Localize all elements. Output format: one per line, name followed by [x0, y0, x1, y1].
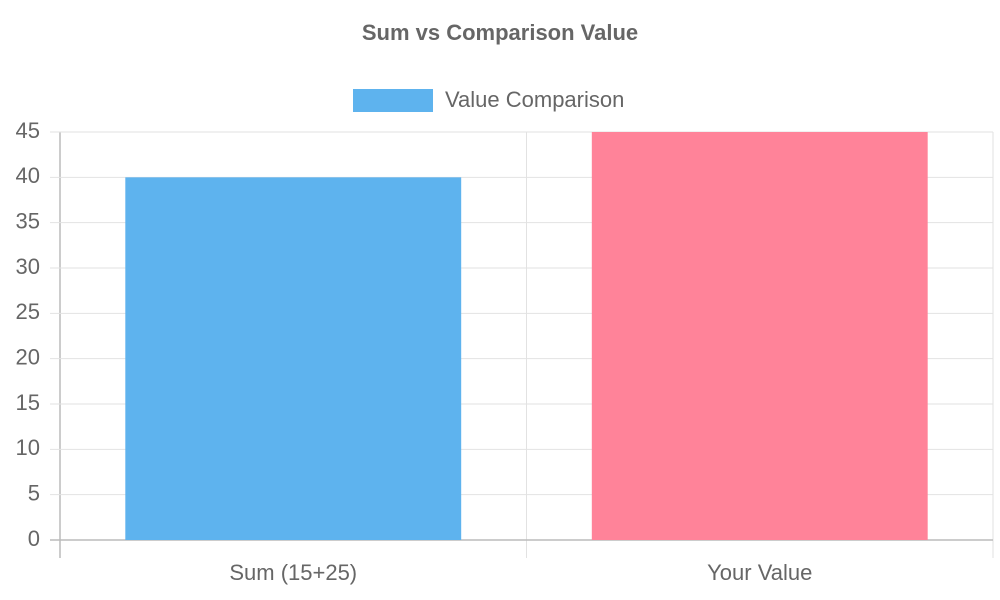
y-tick-label: 25 — [16, 299, 40, 324]
y-tick-label: 0 — [28, 526, 40, 551]
y-tick-label: 30 — [16, 254, 40, 279]
y-tick-label: 5 — [28, 480, 40, 505]
bar — [591, 132, 928, 540]
x-tick-label: Your Value — [707, 560, 812, 585]
y-tick-label: 20 — [16, 344, 40, 369]
legend-label: Value Comparison — [445, 87, 624, 112]
y-tick-label: 15 — [16, 390, 40, 415]
y-tick-label: 40 — [16, 163, 40, 188]
y-tick-label: 10 — [16, 435, 40, 460]
x-tick-label: Sum (15+25) — [229, 560, 357, 585]
y-tick-label: 35 — [16, 208, 40, 233]
y-tick-label: 45 — [16, 118, 40, 143]
bar — [125, 177, 462, 541]
legend-swatch — [353, 89, 433, 112]
chart-title: Sum vs Comparison Value — [362, 20, 638, 45]
